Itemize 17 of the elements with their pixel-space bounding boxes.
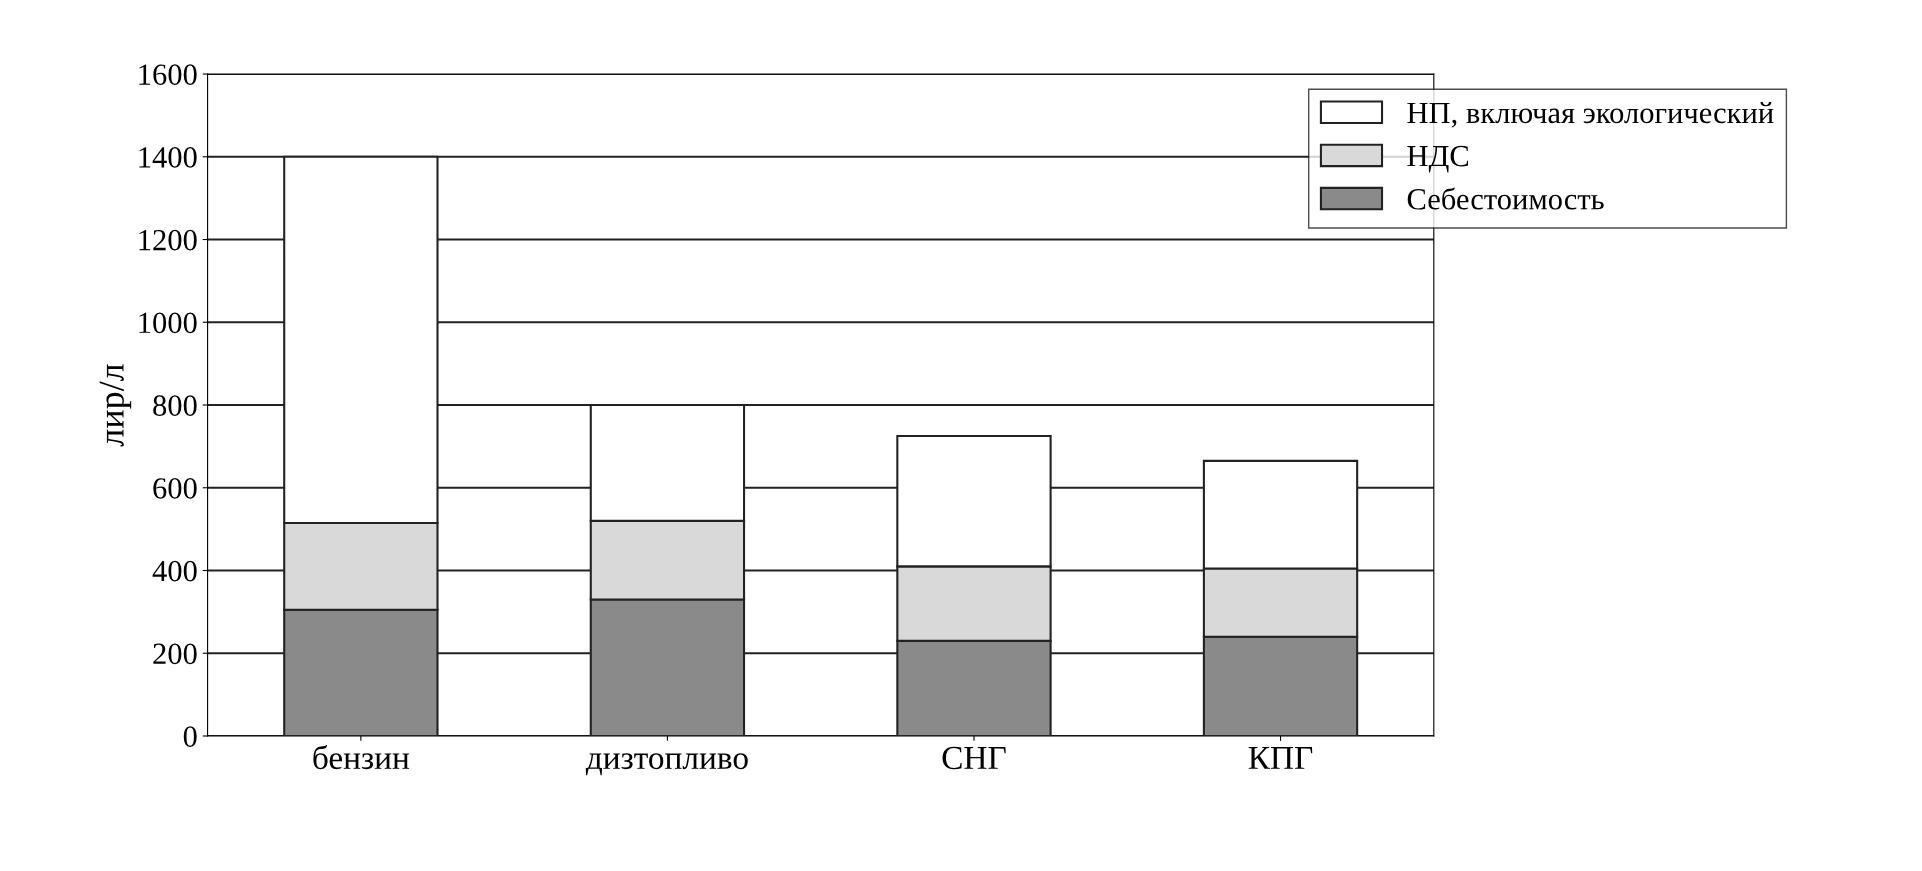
y-tick-label: 1400 xyxy=(139,147,197,168)
y-tick-label: 600 xyxy=(153,478,197,499)
y-tick-label: 0 xyxy=(183,726,197,747)
legend-label: Себестоимость xyxy=(1407,187,1604,210)
x-tick-label: бензин xyxy=(313,744,410,770)
y-tick-label: 1000 xyxy=(139,312,197,334)
x-tick-label: СНГ xyxy=(942,746,1006,770)
x-tick-label: дизтопливо xyxy=(585,753,748,776)
y-axis-title: лир/л xyxy=(99,364,132,447)
x-tick-label: КПГ xyxy=(1248,747,1313,769)
y-tick-label: 800 xyxy=(153,395,197,416)
y-tick-label: 1600 xyxy=(139,64,197,85)
legend-label: НДС xyxy=(1407,145,1469,173)
legend-label: НП, включая экологический xyxy=(1407,102,1774,128)
y-tick-label: 400 xyxy=(152,560,197,582)
y-tick-label: 1200 xyxy=(139,229,197,251)
y-tick-label: 200 xyxy=(153,643,197,665)
